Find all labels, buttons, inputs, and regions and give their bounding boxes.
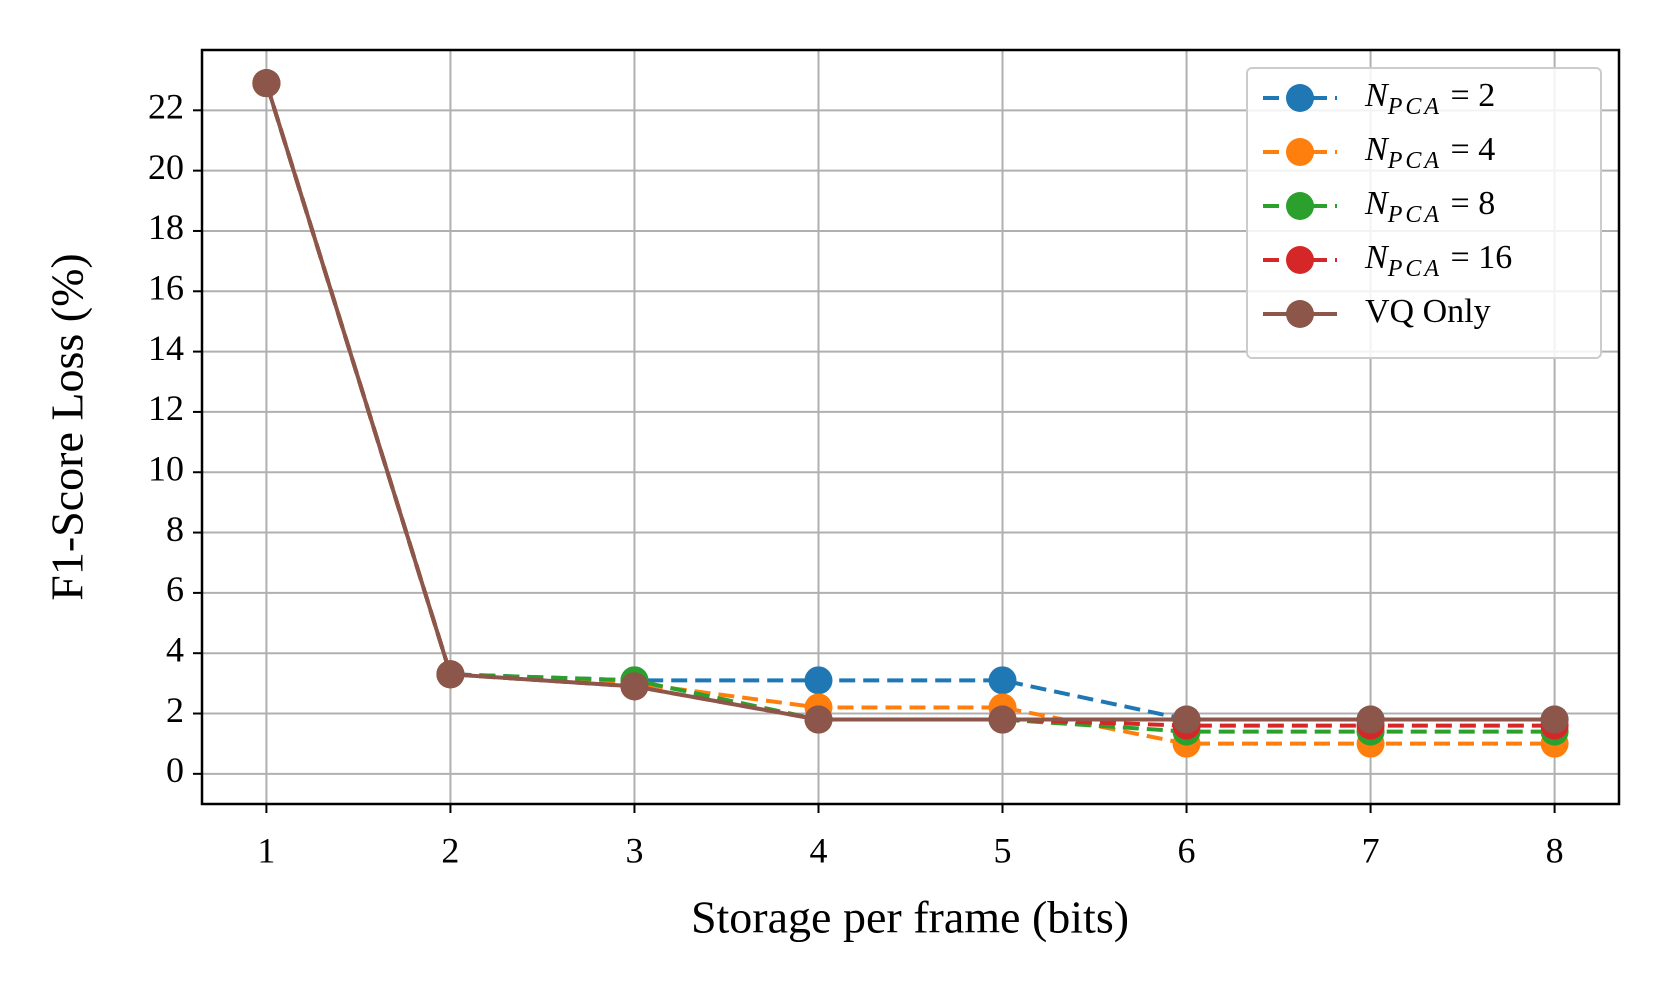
series-line — [264, 82, 1555, 722]
legend-label: NPCA = 2 — [1364, 77, 1495, 120]
legend-label: NPCA = 8 — [1364, 185, 1495, 228]
legend-marker — [1286, 138, 1314, 166]
y-tick-label: 16 — [148, 268, 184, 308]
legend-label: NPCA = 4 — [1364, 131, 1495, 174]
data-point — [620, 672, 649, 701]
plot-frame — [200, 48, 1621, 806]
data-point — [252, 69, 281, 98]
y-tick-label: 0 — [166, 750, 184, 790]
y-tick-label: 12 — [148, 388, 184, 428]
y-tick-label: 10 — [148, 449, 184, 489]
legend-marker — [1286, 300, 1314, 328]
data-point — [988, 705, 1017, 734]
y-tick-label: 2 — [166, 690, 184, 730]
legend-marker — [1286, 192, 1314, 220]
legend-box — [1246, 67, 1602, 359]
y-tick-label: 22 — [148, 87, 184, 127]
y-tick-label: 14 — [148, 328, 184, 368]
x-tick-label: 4 — [809, 830, 827, 870]
data-point — [436, 660, 465, 689]
y-tick-label: 8 — [166, 509, 184, 549]
y-axis-label: F1-Score Loss (%) — [42, 253, 93, 601]
x-tick-label: 5 — [994, 830, 1012, 870]
legend-marker — [1286, 246, 1314, 274]
y-tick-label: 20 — [148, 147, 184, 187]
data-point — [1540, 705, 1569, 734]
legend-label: NPCA = 16 — [1364, 239, 1512, 282]
y-tick-label: 6 — [166, 569, 184, 609]
x-tick-label: 6 — [1178, 830, 1196, 870]
y-tick-label: 4 — [166, 629, 184, 669]
data-point — [804, 666, 833, 695]
x-tick-label: 1 — [257, 830, 275, 870]
x-tick-label: 3 — [625, 830, 643, 870]
data-point — [1172, 705, 1201, 734]
x-tick-label: 2 — [441, 830, 459, 870]
x-tick-label: 8 — [1546, 830, 1564, 870]
data-point — [1356, 705, 1385, 734]
legend-marker — [1286, 84, 1314, 112]
data-point — [804, 705, 833, 734]
data-point — [988, 666, 1017, 695]
y-tick-label: 18 — [148, 207, 184, 247]
x-axis-label: Storage per frame (bits) — [691, 892, 1129, 943]
legend-label: VQ Only — [1365, 293, 1491, 330]
x-tick-label: 7 — [1362, 830, 1380, 870]
